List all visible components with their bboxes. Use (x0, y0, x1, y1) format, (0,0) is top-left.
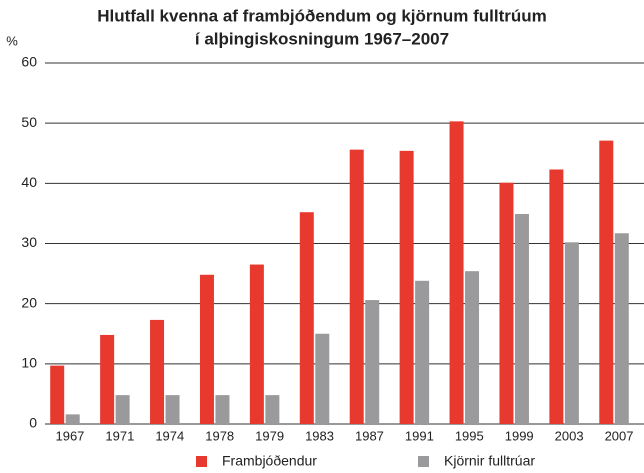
bar (514, 214, 529, 424)
x-tick-label: 1987 (355, 428, 384, 443)
chart-title: Hlutfall kvenna af frambjóðendum og kjör… (97, 6, 547, 25)
bar (465, 271, 480, 424)
x-tick-label: 1979 (255, 428, 284, 443)
bar (564, 242, 579, 424)
legend-label: Kjörnir fulltrúar (444, 453, 535, 469)
legend-swatch (196, 456, 207, 467)
bar (249, 264, 264, 424)
y-tick-label: 10 (21, 355, 37, 371)
bar (549, 169, 564, 424)
x-tick-label: 1991 (405, 428, 434, 443)
x-tick-label: 2003 (555, 428, 584, 443)
x-tick-label: 1983 (305, 428, 334, 443)
bar (315, 333, 330, 424)
y-tick-label: 50 (21, 114, 37, 130)
y-tick-label: 30 (21, 234, 37, 250)
bar (499, 182, 514, 424)
y-tick-label: 40 (21, 174, 37, 190)
bar (399, 150, 414, 425)
bar (150, 319, 165, 424)
bar (449, 121, 464, 424)
bar (415, 280, 430, 424)
bar (365, 300, 380, 424)
legend-swatch (418, 456, 429, 467)
x-tick-label: 2007 (605, 428, 634, 443)
bar (614, 233, 629, 424)
legend-label: Frambjóðendur (222, 453, 317, 469)
x-tick-label: 1999 (505, 428, 534, 443)
y-tick-label: 60 (21, 54, 37, 70)
bar (100, 334, 115, 424)
x-tick-label: 1978 (205, 428, 234, 443)
x-tick-label: 1967 (55, 428, 84, 443)
bar (199, 274, 214, 424)
bar (349, 149, 364, 424)
x-tick-label: 1974 (155, 428, 184, 443)
x-tick-label: 1971 (105, 428, 134, 443)
bar (165, 395, 180, 424)
y-axis-label: % (6, 33, 18, 48)
y-tick-label: 0 (29, 415, 37, 431)
bar (299, 212, 314, 424)
bar (50, 365, 65, 424)
bar (599, 140, 614, 425)
y-tick-label: 20 (21, 294, 37, 310)
chart-subtitle: í alþingiskosningum 1967–2007 (195, 29, 449, 48)
bar (265, 395, 280, 424)
x-tick-label: 1995 (455, 428, 484, 443)
bar (215, 395, 230, 424)
bar (65, 414, 80, 424)
bar (115, 395, 130, 424)
